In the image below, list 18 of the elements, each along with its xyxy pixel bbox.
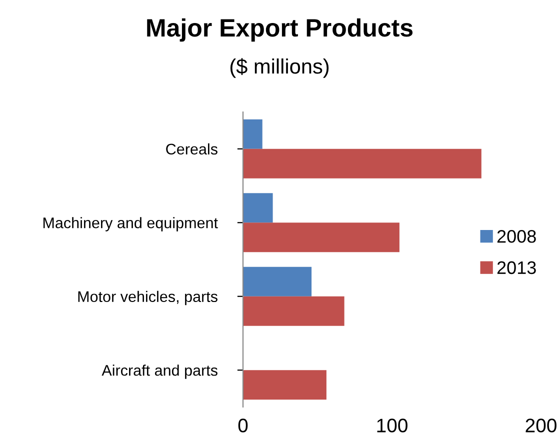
bar	[243, 193, 273, 223]
bar	[243, 296, 344, 326]
legend-label: 2013	[497, 261, 536, 274]
x-tick-label: 100	[377, 418, 408, 432]
legend-label: 2008	[497, 230, 536, 243]
y-tick-label: Aircraft and parts	[102, 364, 218, 379]
y-tick-label: Machinery and equipment	[43, 217, 218, 232]
bar	[243, 148, 482, 178]
y-tick-label: Motor vehicles, parts	[78, 290, 218, 306]
bar	[243, 222, 400, 252]
bar	[243, 119, 262, 149]
chart-title: Major Export Products	[147, 18, 413, 42]
x-tick-label: 0	[238, 418, 248, 432]
bar	[243, 370, 326, 400]
bar	[243, 266, 312, 296]
x-tick-label: 200	[526, 418, 556, 432]
y-tick-label: Cereals	[166, 143, 218, 155]
chart-subtitle: ($ millions)	[230, 58, 329, 78]
